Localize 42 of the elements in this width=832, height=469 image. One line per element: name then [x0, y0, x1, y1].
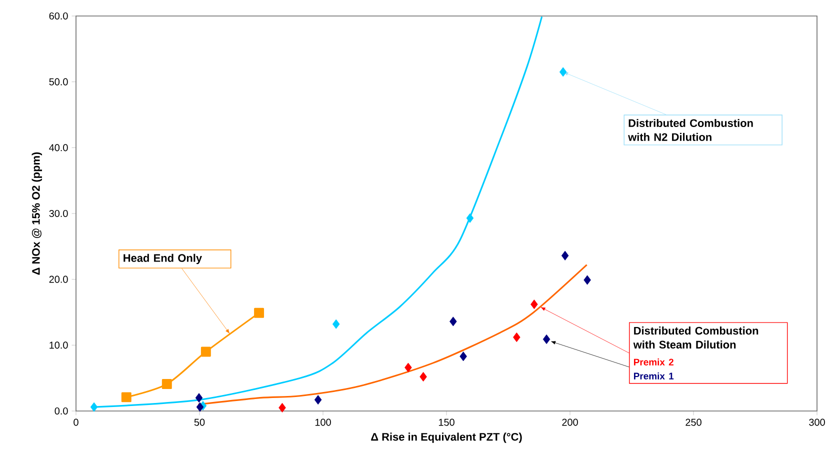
- point: [121, 392, 132, 402]
- point: [196, 402, 204, 412]
- x-tick-label: 150: [438, 418, 454, 426]
- point: [584, 275, 591, 285]
- point: [314, 395, 322, 405]
- point: [332, 319, 340, 329]
- x-tick-label: 0: [74, 418, 78, 426]
- annotation: Head End Only: [124, 254, 202, 264]
- annotation: Distributed Combustion with N2 Dilution: [628, 118, 753, 141]
- y-tick-label: 50.0: [49, 78, 68, 86]
- text: Premix 1: [634, 372, 674, 380]
- x-tick-label: 200: [562, 418, 578, 426]
- y-tick-label: 10.0: [50, 342, 68, 349]
- x-axis-title: Δ Rise in Equivalent PZT (°C): [371, 432, 522, 443]
- x-tick-label: 50: [194, 418, 205, 426]
- y-tick-label: 20.0: [49, 276, 68, 283]
- x-tick-label: 100: [315, 418, 331, 426]
- point: [561, 250, 569, 260]
- point: [162, 379, 172, 389]
- y-tick-label: 30.0: [49, 210, 68, 218]
- y-tick-label: 60.0: [49, 12, 68, 20]
- point: [278, 402, 286, 412]
- point: [513, 332, 520, 342]
- point: [90, 402, 98, 412]
- y-tick-label: 40.0: [49, 144, 68, 152]
- y-tick-label: 0.0: [54, 407, 68, 415]
- point: [420, 372, 427, 382]
- x-tick-label: 300: [809, 418, 825, 426]
- point: [195, 393, 203, 403]
- point: [542, 334, 550, 344]
- point: [404, 362, 412, 372]
- point: [460, 352, 467, 362]
- point: [530, 300, 538, 310]
- x-tick-label: 250: [686, 418, 702, 426]
- point: [450, 316, 457, 326]
- point: [200, 346, 211, 357]
- point: [466, 213, 474, 223]
- point: [559, 67, 567, 77]
- text: Premix 2: [634, 358, 674, 366]
- annotation: Distributed Combustion with Steam Dilution: [633, 326, 758, 349]
- y-axis-title: Δ NOx @ 15% O2 (ppm): [32, 152, 42, 275]
- point: [254, 308, 264, 318]
